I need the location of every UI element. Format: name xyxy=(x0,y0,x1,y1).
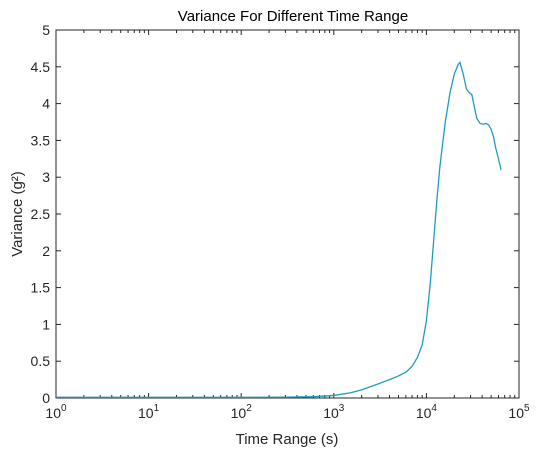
x-axis-label: Time Range (s) xyxy=(236,431,339,448)
x-tick-label: 104 xyxy=(416,403,438,421)
y-axis-label: Variance (g²) xyxy=(9,171,26,257)
y-tick-label: 2 xyxy=(42,243,50,259)
x-tick-label: 100 xyxy=(45,403,67,421)
plot-area xyxy=(55,29,520,399)
y-tick-label: 4.5 xyxy=(31,59,51,75)
series-line-variance xyxy=(56,60,502,398)
y-tick-label: 2.5 xyxy=(31,206,51,222)
x-tick-label: 101 xyxy=(138,403,160,421)
y-tick-label: 5 xyxy=(42,22,50,38)
y-tick-label: 3 xyxy=(42,169,50,185)
x-tick-label: 103 xyxy=(323,403,345,421)
y-tick-label: 1 xyxy=(42,316,50,332)
y-tick-label: 4 xyxy=(42,96,50,112)
y-axis-ticks: 0 0.5 1 1.5 2 2.5 3 3.5 4 4.5 5 xyxy=(31,22,519,406)
y-tick-label: 0.5 xyxy=(31,353,51,369)
x-tick-label: 102 xyxy=(231,403,253,421)
x-axis-ticks: 100 101 102 103 104 105 xyxy=(45,30,530,421)
y-tick-label: 3.5 xyxy=(31,132,51,148)
chart-title: Variance For Different Time Range xyxy=(178,8,408,25)
x-tick-label: 105 xyxy=(508,403,530,421)
y-tick-label: 0 xyxy=(42,390,50,406)
y-tick-label: 1.5 xyxy=(31,280,51,296)
